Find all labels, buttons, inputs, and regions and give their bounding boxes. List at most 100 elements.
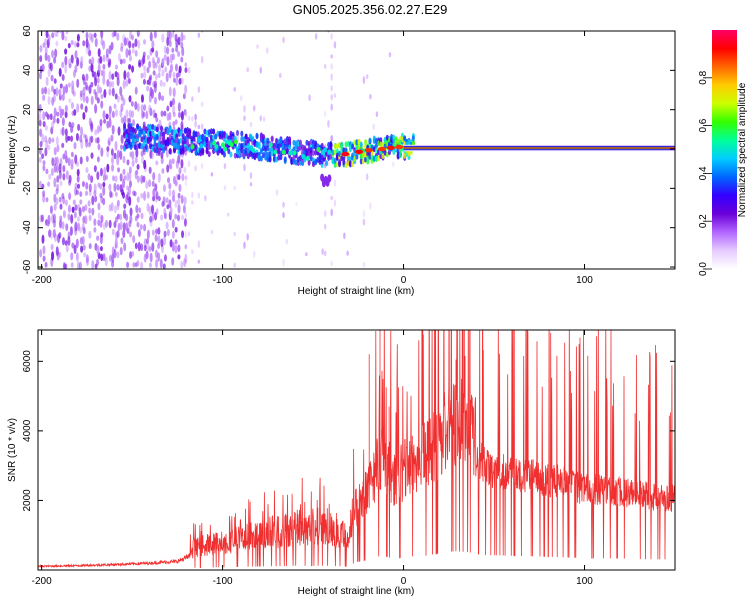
heatmap-cell — [76, 168, 80, 177]
heatmap-cell — [333, 199, 337, 207]
heatmap-cell — [97, 219, 101, 227]
heatmap-cell — [140, 243, 144, 252]
snr-axes: -200 -100 0 100 2000 4000 6000 — [22, 330, 675, 587]
heatmap-cell — [111, 253, 115, 264]
heatmap-cell — [82, 93, 86, 103]
heatmap-cell — [105, 174, 109, 181]
heatmap-cell — [74, 50, 78, 59]
heatmap-cell — [74, 221, 78, 232]
heatmap-cell — [171, 47, 175, 53]
heatmap-cell — [50, 243, 54, 251]
heatmap-cell — [161, 69, 165, 77]
heatmap-cell — [100, 100, 104, 109]
heatmap-cell — [139, 224, 143, 230]
heatmap-cell — [172, 111, 176, 118]
heatmap-cell — [161, 200, 165, 208]
heatmap-cell — [74, 182, 78, 191]
heatmap-cell — [167, 177, 171, 184]
heatmap-cell — [148, 179, 152, 188]
heatmap-cell — [55, 246, 59, 257]
heatmap-cell — [155, 228, 159, 235]
heatmap-cell — [151, 31, 154, 32]
heatmap-y-tick-label: -60 — [22, 259, 33, 274]
heatmap-cell — [97, 212, 101, 219]
heatmap-cell — [140, 72, 144, 79]
heatmap-cell — [259, 66, 263, 74]
heatmap-cell — [155, 190, 159, 200]
heatmap-cell — [68, 121, 72, 128]
heatmap-cell — [120, 117, 124, 124]
heatmap-cell — [146, 67, 150, 74]
heatmap-cell — [149, 149, 153, 159]
heatmap-cell — [39, 249, 43, 258]
heatmap-cell — [180, 31, 184, 42]
heatmap-cell — [177, 36, 181, 46]
heatmap-cell — [233, 185, 236, 191]
heatmap-cell — [171, 241, 175, 252]
heatmap-cell — [78, 207, 82, 217]
heatmap-cell — [56, 183, 60, 191]
heatmap-cell — [135, 147, 139, 158]
heatmap-cell — [88, 207, 92, 214]
colorbar-tick-label: 0.2 — [698, 214, 709, 228]
heatmap-cell — [157, 147, 161, 154]
heatmap-cell — [42, 190, 46, 197]
heatmap-cell — [355, 153, 359, 160]
heatmap-cell — [132, 119, 136, 127]
heatmap-cell — [113, 248, 117, 259]
heatmap-cell — [55, 156, 59, 166]
heatmap-cell — [42, 245, 46, 255]
heatmap-cell — [51, 137, 55, 143]
heatmap-cell — [70, 158, 74, 168]
heatmap-cell — [184, 67, 188, 74]
heatmap-cell — [169, 206, 173, 216]
heatmap-cell — [171, 230, 175, 239]
heatmap-cell — [119, 246, 123, 256]
heatmap-cell — [102, 197, 106, 206]
heatmap-cell — [97, 63, 101, 74]
heatmap-cell — [93, 89, 97, 95]
heatmap-cell — [128, 180, 132, 188]
heatmap-cell — [70, 125, 74, 134]
heatmap-cell — [106, 163, 110, 173]
heatmap-cell — [44, 52, 48, 61]
heatmap-cell — [335, 148, 339, 155]
heatmap-cell — [93, 227, 97, 233]
heatmap-cell — [246, 232, 249, 241]
heatmap-cell — [165, 197, 169, 204]
heatmap-cell — [125, 37, 129, 46]
heatmap-cell — [130, 101, 134, 107]
heatmap-cell — [171, 257, 175, 266]
heatmap-cell — [55, 40, 59, 47]
heatmap-cell — [55, 87, 59, 97]
heatmap-cell — [330, 54, 333, 59]
heatmap-cell — [249, 182, 253, 187]
heatmap-cell — [162, 134, 166, 141]
heatmap-cell — [97, 202, 101, 211]
heatmap-cell — [160, 157, 164, 165]
heatmap-cell — [100, 31, 104, 39]
heatmap-cell — [94, 92, 98, 101]
heatmap-cell — [111, 80, 115, 88]
heatmap-cell — [123, 115, 127, 125]
heatmap-cell — [282, 212, 285, 219]
heatmap-cell — [398, 152, 402, 159]
heatmap-cell — [344, 141, 348, 148]
heatmap-cell — [61, 126, 65, 137]
heatmap-cell — [246, 143, 250, 150]
heatmap-cell — [116, 251, 120, 259]
heatmap-cell — [108, 70, 112, 81]
heatmap-cell — [140, 261, 144, 269]
heatmap-cell — [407, 138, 411, 145]
heatmap-cell — [114, 23, 117, 29]
heatmap-cell — [61, 117, 65, 126]
heatmap-cell — [122, 229, 126, 239]
heatmap-cell — [251, 147, 256, 153]
heatmap-cell — [182, 34, 186, 41]
heatmap-cell — [42, 194, 46, 203]
heatmap-cell — [140, 94, 144, 103]
heatmap-cell — [40, 214, 44, 223]
heatmap-cell — [59, 180, 63, 187]
heatmap-cell — [140, 150, 144, 157]
heatmap-cell — [62, 210, 66, 219]
